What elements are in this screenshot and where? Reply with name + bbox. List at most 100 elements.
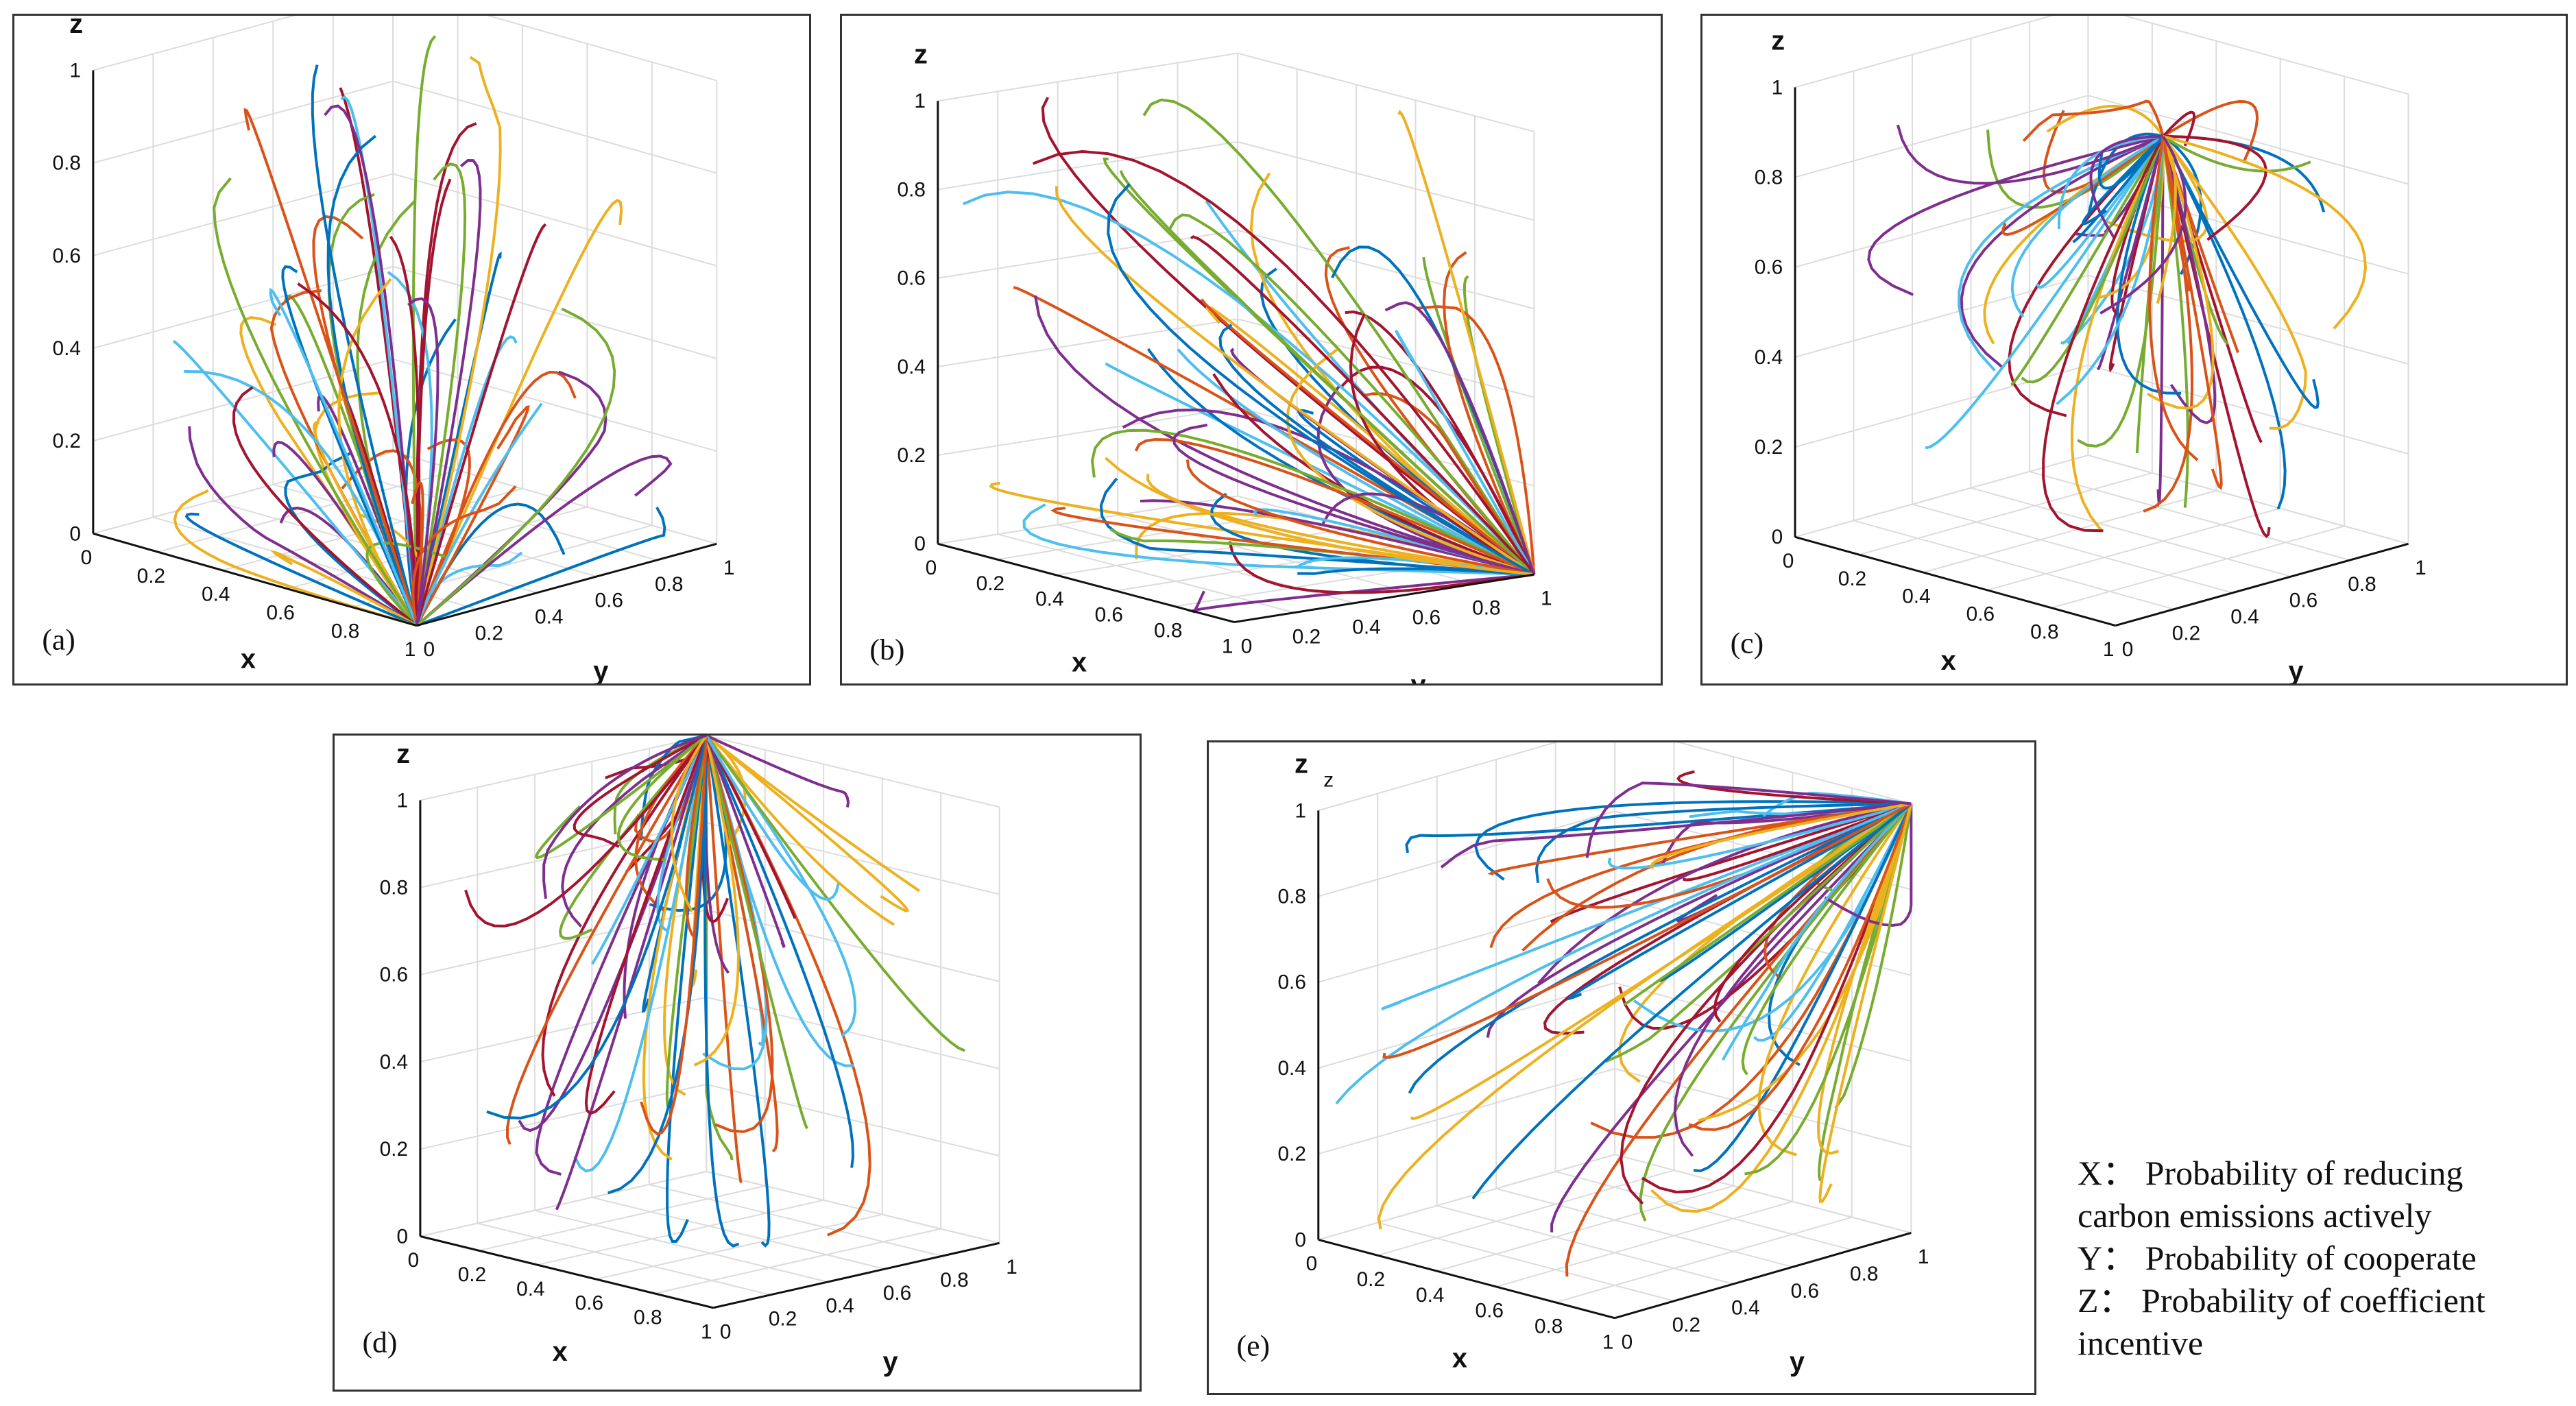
z-axis-label: z [396,739,410,769]
y-tick-label: 0.6 [2289,590,2318,612]
y-axis-label: y [593,656,608,683]
x-axis [937,542,1235,623]
y-axis-label: y [2288,656,2303,683]
x-tick-label: 0 [1306,1252,1318,1275]
z-tick-label: 0 [914,533,926,555]
y-tick-label: 0.6 [1791,1280,1819,1302]
x-tick-label: 0 [1783,550,1794,572]
grid-line [2088,454,2409,545]
chart-d-body: 00.20.40.60.81 00.20.40.60.8100.20.40.60.… [362,736,1018,1377]
z-tick-label: 1 [1295,799,1306,822]
trajectory [705,736,966,1052]
trajectory [2072,135,2165,243]
trajectory [584,736,708,1115]
grid [92,16,718,627]
grid-line [1318,1068,1615,1155]
trajectory [416,307,616,627]
trajectory [2089,134,2163,239]
y-tick-label: 0 [720,1320,732,1343]
z-tick-label: 0.4 [53,337,81,360]
y-tick-label: 0.6 [1412,607,1441,629]
y-tick-label: 0.8 [655,573,683,596]
trajectory [1417,305,1536,574]
y-axis-label: y [1790,1347,1805,1377]
z-tick-label: 0.6 [1755,256,1783,279]
grid-line [479,1185,765,1252]
grid-line [997,511,1297,561]
z-axis-label: z [69,16,83,39]
panel-label: (e) [1237,1329,1271,1362]
grid-line [1495,1187,1793,1268]
trajectory [1867,135,2164,296]
grid-line [1987,507,2280,591]
grid-line [706,1083,1000,1157]
panel-e: 0 0.2 0.4 0.6 0.8 1 0 0.2 0.4 0.6 0.8 1 0 0.2 0.4 0.6 0.… [1207,740,2036,1395]
z-tick-label: 0.2 [1277,1143,1305,1165]
panel-label: (b) [869,633,904,666]
grid-line [1436,1185,1734,1272]
trajectory [1896,124,2164,185]
grid-line [1495,1200,1793,1287]
grid-line [1237,230,1534,310]
x-axis [420,1235,714,1309]
z-tick-label: 0.8 [898,178,926,201]
trajectory [2162,110,2196,147]
grid [1794,16,2409,627]
x-tick-label: 0 [81,546,93,569]
x-axis-label: x [241,644,256,675]
grid-line [1794,95,2089,178]
z-tick-label: 0 [396,1225,408,1248]
trajectory [693,736,740,1067]
trajectory [1471,802,1912,1200]
grid [419,736,1000,1309]
z-tick-label: 1 [1772,76,1783,99]
y-tick-label: 1 [2415,557,2427,579]
grid-line [596,1213,882,1280]
grid-line [537,1199,824,1266]
grid-line [1555,1216,1853,1303]
legend-x-cont: carbon emissions actively [2078,1196,2432,1235]
y-axis [416,542,717,627]
z-tick-label: 0.4 [1277,1057,1305,1080]
grid-line [1853,520,2174,610]
y-tick-label: 1 [1006,1256,1018,1278]
y-tick-label: 0.2 [1292,625,1321,648]
trajectory [2147,136,2215,410]
trajectory [1041,97,1535,576]
z-axis-label-small: z [1323,769,1334,792]
z-axis-label: z [1771,26,1785,56]
x-axis [1794,535,2116,627]
grid-line [1676,742,1912,805]
legend-x: X： Probability of reducing [2078,1154,2464,1192]
x-tick-label: 0.6 [266,602,294,625]
z-tick-label: 1 [69,59,81,82]
y-tick-label: 0.4 [535,606,563,629]
grid-line [592,1196,885,1270]
trajectory [2022,99,2165,142]
trajectory [1032,149,1536,576]
y-axis [2115,542,2409,627]
grid-line [420,996,707,1063]
y-tick-label: 0.2 [769,1308,797,1331]
z-tick-label: 0 [1295,1228,1306,1251]
z-tick-label: 0.4 [1755,346,1783,369]
grid-line [1237,318,1534,398]
grid-line [2088,95,2409,185]
x-axis-label: x [1941,646,1956,676]
trajectory [213,177,418,627]
grid-line [477,1222,771,1296]
grid-line [420,736,707,801]
trajectory [2163,134,2267,241]
x-tick-label: 0.8 [1534,1316,1563,1338]
trajectory [705,736,855,1168]
grid-line [1794,454,2089,538]
trajectories [1335,770,1913,1277]
trajectory [705,736,786,948]
grid-line [534,1209,828,1283]
trajectory [640,736,708,1136]
y-tick-label: 0.8 [2348,573,2376,596]
z-tick-label: 0.8 [1755,166,1783,189]
grid-line [333,467,658,561]
chart-b: 00.20.40.60.81 0 0.2 0.4 0.6 0.8 100.20.40.60.… [869,40,1552,683]
legend-y: Y： Probability of cooperate [2078,1239,2477,1277]
